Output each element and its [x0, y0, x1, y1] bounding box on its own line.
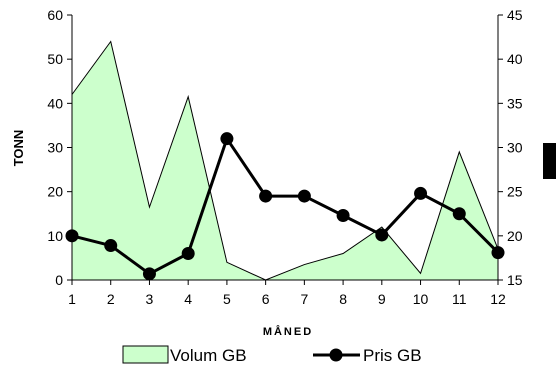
- y-left-tick-label: 0: [55, 272, 63, 288]
- x-tick-label: 4: [184, 291, 192, 307]
- y-axis-title: TONN: [11, 130, 26, 167]
- line-point-pris: [297, 189, 311, 203]
- y-left-tick-label: 20: [47, 184, 63, 200]
- area-series-volum: [71, 40, 499, 281]
- y-left-tick-label: 40: [47, 95, 63, 111]
- x-tick-label: 2: [107, 291, 115, 307]
- x-tick-label: 1: [68, 291, 76, 307]
- x-tick-label: 11: [452, 291, 467, 307]
- y-right-tick-label: 40: [507, 51, 523, 67]
- axes: [67, 14, 503, 285]
- x-axis-title: MÅNED: [263, 325, 313, 338]
- y-left-tick-label: 10: [47, 228, 63, 244]
- y-right-tick-label: 45: [507, 7, 523, 23]
- y-right-tick-label: 25: [507, 184, 523, 200]
- y-right-tick-label: 30: [507, 140, 523, 156]
- legend-swatch-volum: [122, 345, 169, 364]
- line-point-pris: [259, 189, 273, 203]
- y-right-tick-label: 35: [507, 95, 523, 111]
- y-left-tick-label: 50: [47, 51, 63, 67]
- x-tick-label: 12: [490, 291, 506, 307]
- y-right-tick-label: 15: [507, 272, 523, 288]
- x-tick-label: 3: [146, 291, 154, 307]
- line-point-pris: [142, 267, 156, 281]
- legend-label-pris: Pris GB: [363, 346, 422, 365]
- y-left-tick-label: 30: [47, 140, 63, 156]
- line-point-pris: [181, 247, 195, 260]
- legend: Volum GB Pris GB: [122, 345, 422, 365]
- line-point-pris: [375, 228, 389, 242]
- x-tick-label: 8: [339, 291, 347, 307]
- legend-label-volum: Volum GB: [170, 346, 247, 365]
- plot-area: [65, 40, 505, 281]
- line-point-pris: [414, 186, 428, 200]
- side-tab: [543, 143, 556, 179]
- line-point-pris: [336, 209, 350, 223]
- x-tick-label: 9: [378, 291, 386, 307]
- y-right-tick-label: 20: [507, 228, 523, 244]
- x-tick-label: 5: [223, 291, 231, 307]
- line-series-pris: [71, 137, 500, 276]
- x-tick-label: 7: [300, 291, 308, 307]
- y-left-tick-label: 60: [47, 7, 63, 23]
- line-point-pris: [452, 207, 466, 221]
- line-point-pris: [220, 132, 234, 146]
- x-tick-label: 10: [413, 291, 429, 307]
- legend-marker-pris: [329, 348, 343, 362]
- line-point-pris: [104, 239, 118, 253]
- x-tick-label: 6: [262, 291, 270, 307]
